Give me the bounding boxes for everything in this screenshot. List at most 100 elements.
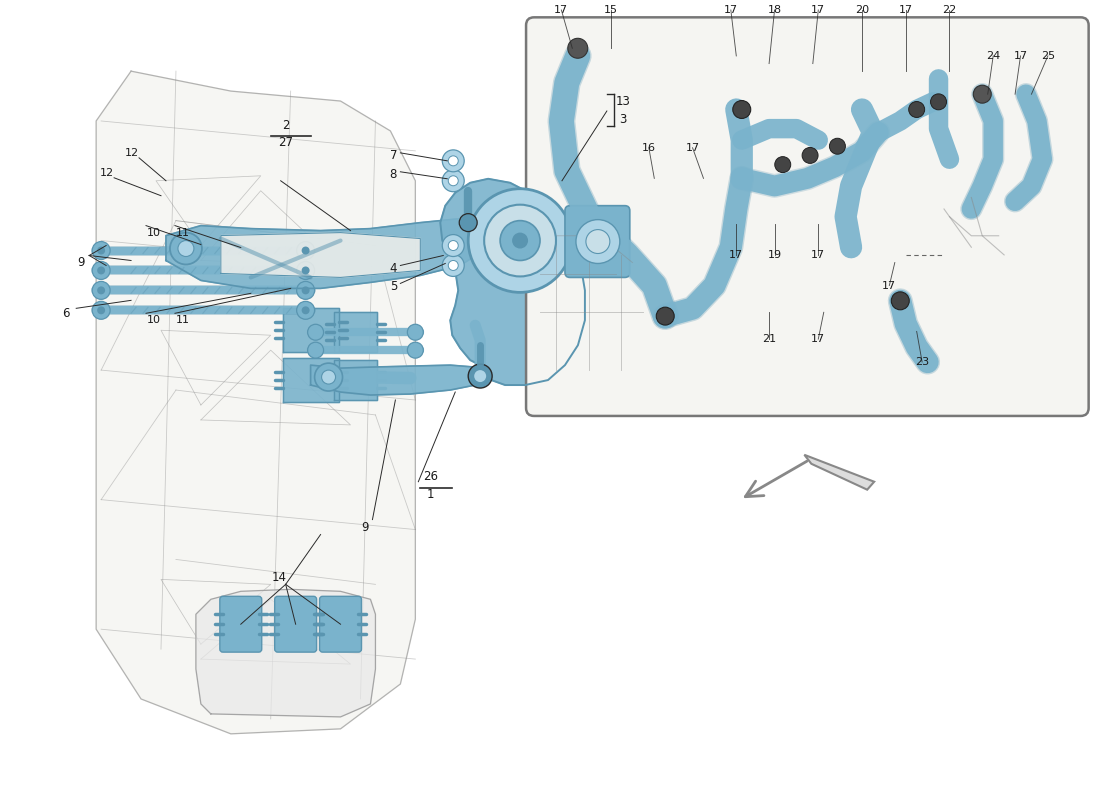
Text: 17: 17 [811,5,825,15]
Circle shape [297,242,315,259]
Text: 8: 8 [389,168,397,182]
Text: 12: 12 [100,168,114,178]
Text: 5: 5 [389,280,397,293]
Circle shape [297,302,315,319]
Circle shape [484,205,556,277]
Text: 24: 24 [986,51,1000,61]
Polygon shape [283,358,339,402]
Polygon shape [310,365,481,395]
Circle shape [297,262,315,279]
Text: 13: 13 [615,94,630,107]
Circle shape [449,261,459,270]
Text: 6: 6 [63,307,70,320]
Polygon shape [440,178,585,385]
Circle shape [469,364,492,388]
Circle shape [449,241,459,250]
Circle shape [774,157,791,173]
Text: 9: 9 [362,521,370,534]
FancyBboxPatch shape [275,596,317,652]
Circle shape [442,150,464,172]
Circle shape [178,241,194,257]
Circle shape [909,102,925,118]
Circle shape [931,94,946,110]
Text: 4: 4 [389,262,397,275]
Circle shape [459,214,477,231]
Circle shape [474,370,486,382]
Circle shape [449,176,459,186]
Circle shape [568,38,587,58]
Polygon shape [804,455,875,490]
Text: 17: 17 [729,250,744,260]
Polygon shape [333,360,377,400]
Circle shape [92,282,110,299]
Text: 3: 3 [619,114,627,126]
Circle shape [301,286,309,294]
Circle shape [974,86,991,103]
Circle shape [407,342,424,358]
Circle shape [407,324,424,340]
Text: 26: 26 [422,470,438,483]
FancyBboxPatch shape [220,596,262,652]
Text: 17: 17 [899,5,913,15]
Circle shape [891,292,910,310]
Circle shape [97,306,106,314]
Text: 17: 17 [811,334,825,344]
Circle shape [321,370,336,384]
Circle shape [97,286,106,294]
Circle shape [576,220,619,263]
Text: 12: 12 [125,148,139,158]
Text: 17: 17 [1013,51,1027,61]
Circle shape [802,147,818,163]
FancyBboxPatch shape [526,18,1089,416]
Text: 17: 17 [882,281,896,290]
Circle shape [442,254,464,277]
Circle shape [92,242,110,259]
Circle shape [500,221,540,261]
Circle shape [297,282,315,299]
Text: 20: 20 [855,5,869,15]
Circle shape [301,306,309,314]
Polygon shape [166,218,485,288]
Text: 10: 10 [147,227,161,238]
Text: 15: 15 [604,5,617,15]
Text: 14: 14 [272,571,286,584]
Text: 17: 17 [811,250,825,260]
Polygon shape [221,233,420,278]
Text: 11: 11 [176,227,190,238]
Text: 11: 11 [176,315,190,326]
Text: 2: 2 [282,119,289,133]
Circle shape [513,233,528,249]
Circle shape [301,266,309,274]
Text: 1: 1 [427,488,434,501]
Circle shape [170,233,202,265]
Text: 23: 23 [915,357,930,367]
Text: 10: 10 [147,315,161,326]
Text: 17: 17 [554,5,569,15]
Circle shape [829,138,846,154]
Circle shape [733,101,750,118]
Circle shape [308,342,323,358]
Polygon shape [196,590,375,717]
Text: 27: 27 [278,136,294,150]
Text: 9: 9 [77,256,85,269]
Circle shape [92,302,110,319]
Circle shape [442,234,464,257]
Polygon shape [96,71,416,734]
Circle shape [449,156,459,166]
Circle shape [97,246,106,254]
Text: 16: 16 [641,142,656,153]
Circle shape [586,230,609,254]
FancyBboxPatch shape [320,596,362,652]
Circle shape [442,170,464,192]
Polygon shape [333,312,377,352]
Polygon shape [283,308,339,352]
Circle shape [97,266,106,274]
Circle shape [308,324,323,340]
Text: 19: 19 [768,250,782,260]
Text: 7: 7 [389,150,397,162]
Text: 25: 25 [1041,51,1055,61]
Circle shape [315,363,342,391]
Text: 17: 17 [724,5,738,15]
Text: 17: 17 [685,142,700,153]
Text: 22: 22 [943,5,957,15]
